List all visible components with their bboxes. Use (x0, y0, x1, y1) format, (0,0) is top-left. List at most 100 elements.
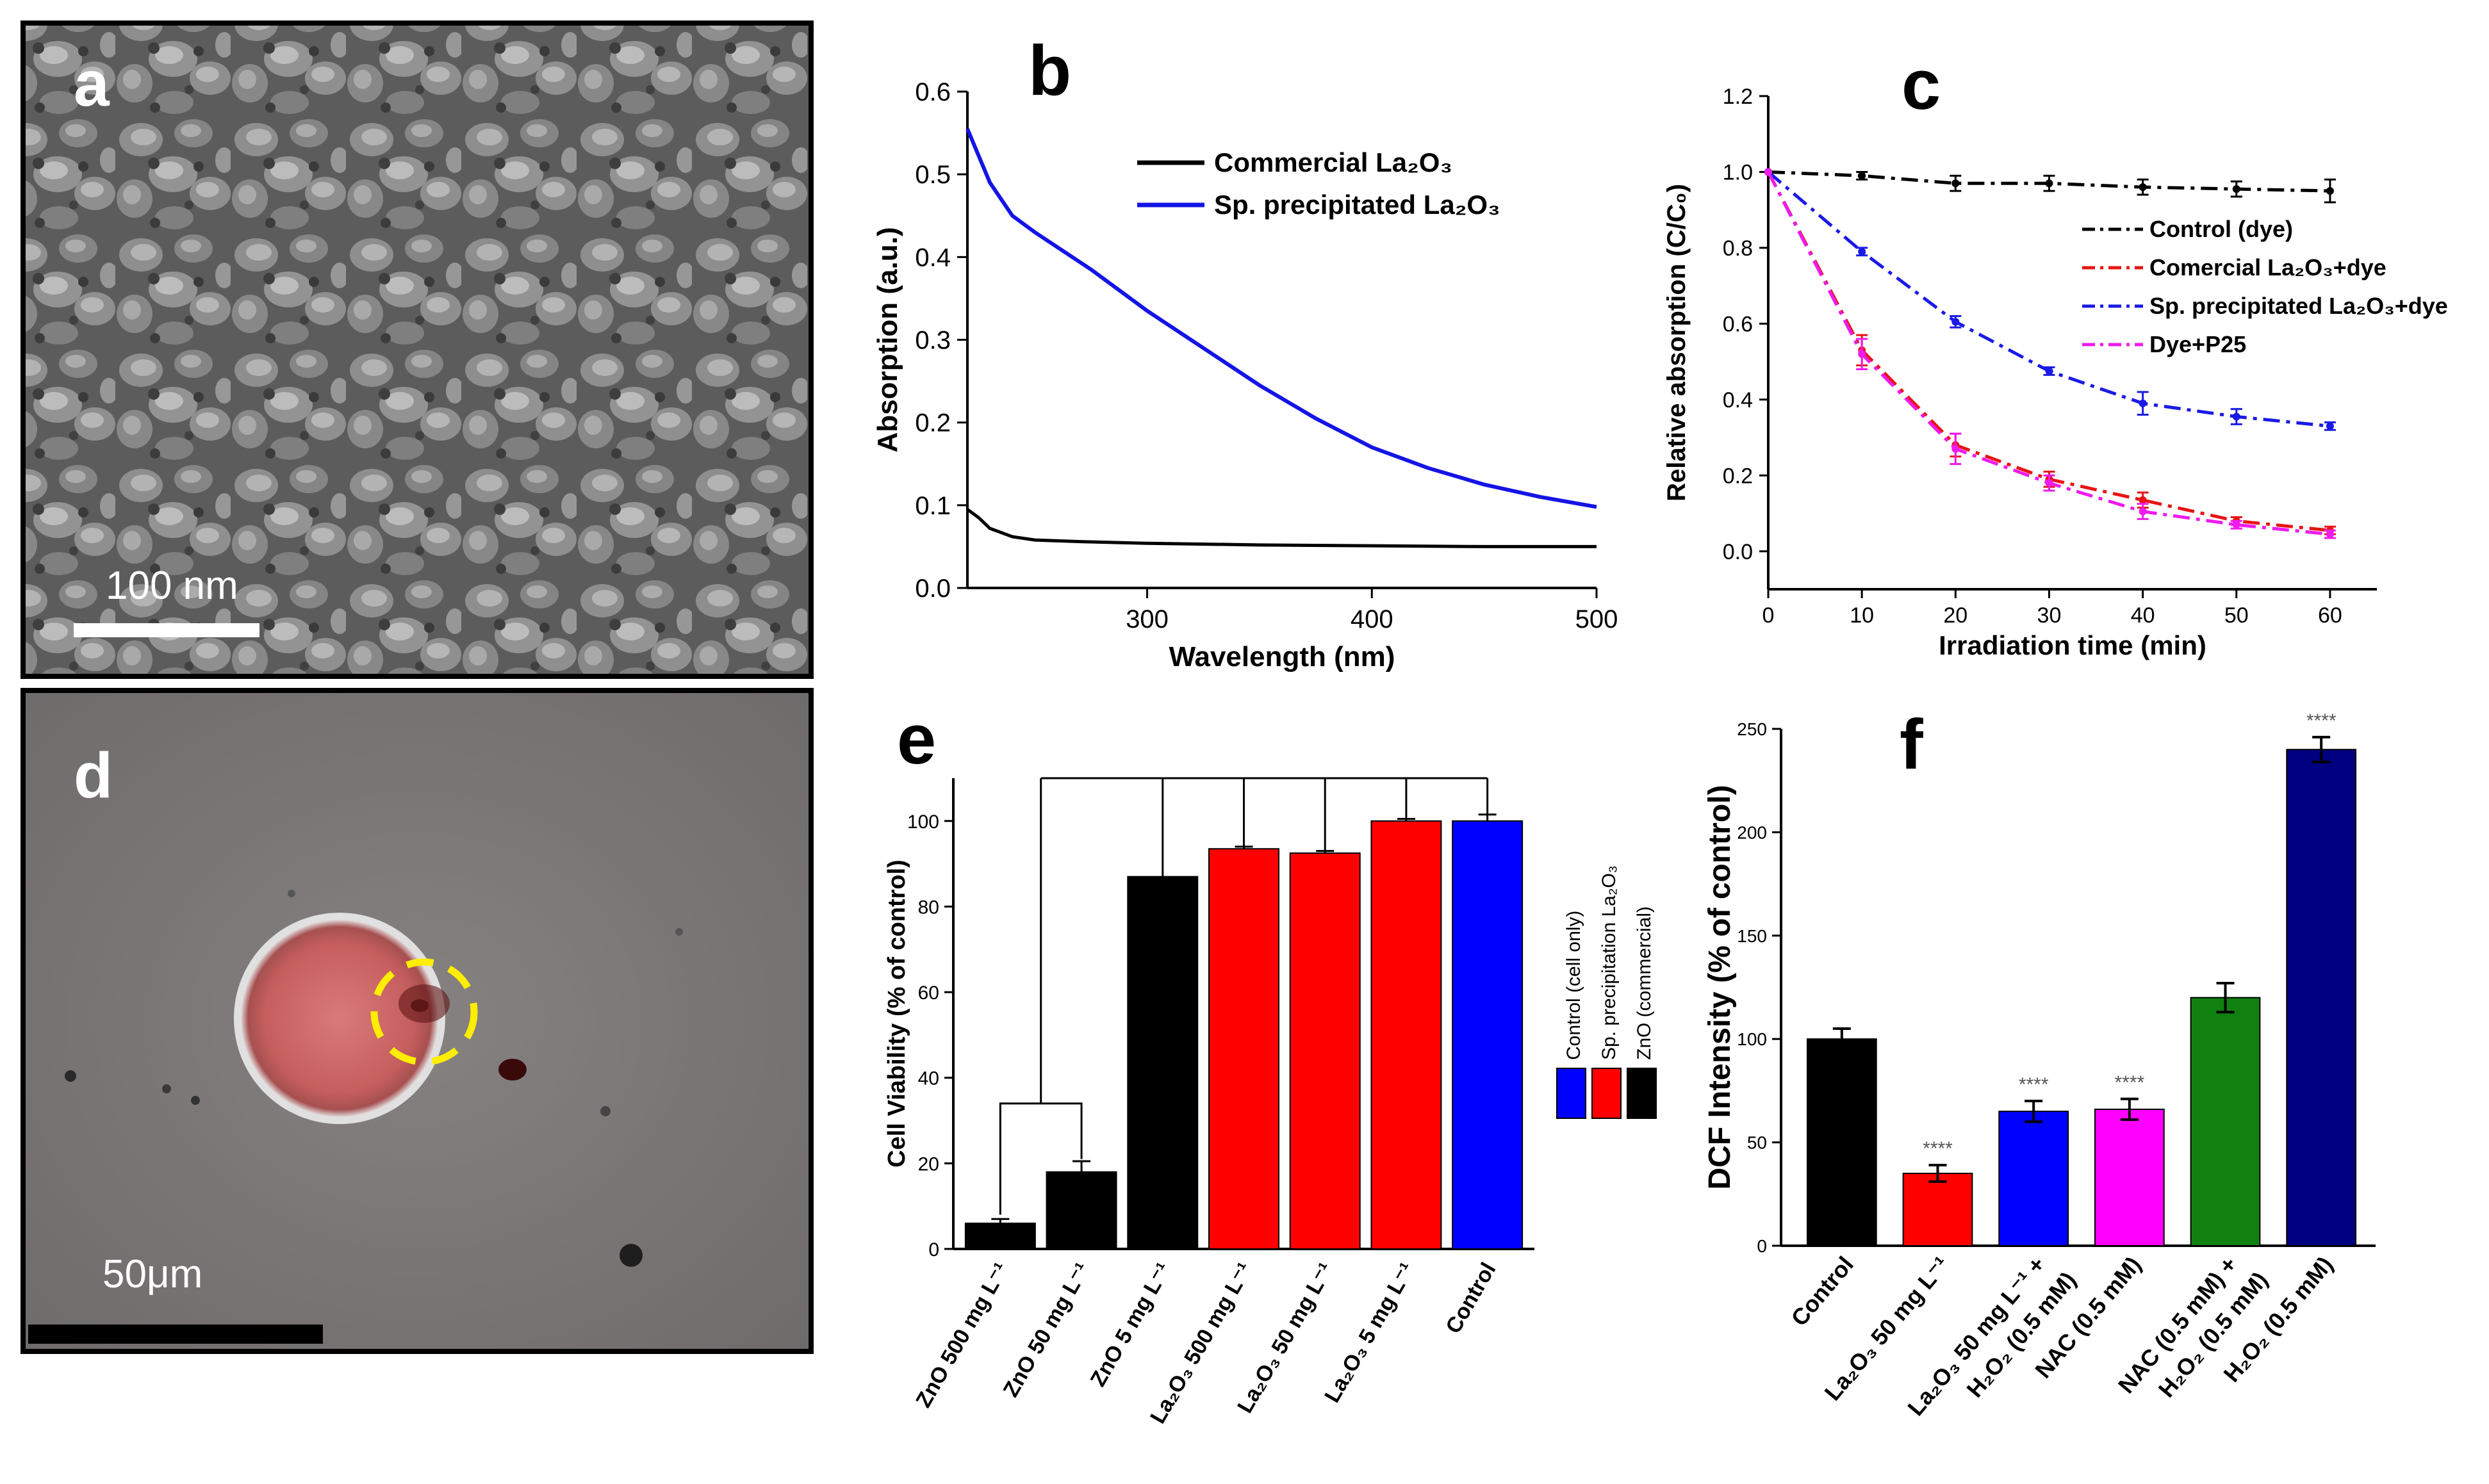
debris (65, 1070, 76, 1082)
panel-b-label: b (1028, 31, 1071, 110)
significance-marker: **** (2114, 1072, 2144, 1093)
y-tick-label: 0.5 (915, 161, 951, 189)
bar (1127, 876, 1199, 1250)
y-tick-label: 100 (1737, 1029, 1767, 1049)
significance-marker: **** (1923, 1138, 1953, 1159)
legend-entry: Control (dye) (2149, 216, 2293, 242)
data-point (2139, 399, 2147, 407)
data-point (2045, 367, 2053, 375)
legend-entry: ZnO (commercial) (1634, 906, 1655, 1060)
y-axis-label: Relative absorption (C/C₀) (1663, 184, 1691, 501)
legend-entry: Sp. precipitation La₂O₃ (1598, 865, 1620, 1060)
x-tick-label: 10 (1850, 603, 1874, 628)
legend-entry: Control (cell only) (1563, 911, 1584, 1060)
debris (288, 890, 295, 897)
x-tick-label: 50 (2224, 603, 2249, 628)
cell-spot (398, 984, 450, 1023)
y-tick-label: 0.8 (1723, 236, 1753, 261)
panel-e-label: e (897, 700, 936, 779)
y-tick-label: 150 (1737, 926, 1767, 946)
y-axis-label: DCF Intensity (% of control) (1703, 785, 1737, 1190)
x-category-label: La₂O₃ 5 mg L⁻¹ (1320, 1259, 1420, 1407)
bar (1452, 820, 1524, 1250)
debris (162, 1084, 171, 1093)
data-point (1951, 318, 1960, 326)
scale-bar-label-d: 50μm (103, 1252, 202, 1296)
panel-d: d 50μm (21, 688, 814, 1354)
cell-spot (498, 1059, 527, 1080)
panel-f-label: f (1900, 705, 1923, 784)
x-category-label: Control (1441, 1259, 1500, 1338)
x-tick-label: 500 (1575, 605, 1618, 633)
data-point (2045, 479, 2053, 487)
y-tick-label: 0.2 (915, 409, 951, 437)
data-point (2326, 530, 2334, 539)
panel-c-label: c (1902, 45, 1941, 124)
chart-f: 0 50 100 150 200 250 DCF Intensity (% of contr… (1703, 710, 2376, 1421)
y-tick-label: 250 (1737, 719, 1767, 739)
x-tick-label: 30 (2037, 603, 2062, 628)
data-point (2232, 412, 2240, 421)
bar (1289, 852, 1361, 1250)
data-point (2326, 422, 2334, 430)
y-tick-label: 60 (918, 983, 939, 1004)
x-axis-label: Irradiation time (min) (1939, 630, 2206, 660)
chart-b: 0.0 0.1 0.2 0.3 0.4 0.5 0.6 300 400 500 Wavelength… (872, 78, 1618, 673)
data-point (1764, 168, 1772, 176)
legend-entry: Commercial La₂O₃ (1214, 147, 1452, 177)
x-tick-label: 0 (1762, 603, 1775, 628)
y-tick-label: 0.6 (915, 78, 951, 106)
bar (2094, 1108, 2165, 1247)
x-category-label: ZnO 5 mg L⁻¹ (1086, 1259, 1176, 1390)
y-tick-label: 50 (1747, 1133, 1767, 1153)
y-tick-label: 0.2 (1723, 464, 1753, 488)
significance-marker: **** (2019, 1074, 2049, 1095)
x-axis-label: Wavelength (nm) (1169, 641, 1395, 673)
data-point (2232, 185, 2240, 193)
y-tick-label: 0.1 (915, 492, 951, 520)
legend-entry: Comercial La₂O₃+dye (2149, 254, 2386, 281)
y-tick-label: 0.0 (1723, 540, 1753, 564)
panel-a: a 100 nm (21, 20, 814, 679)
x-tick-label: 400 (1351, 605, 1393, 633)
data-point (2045, 179, 2053, 188)
legend-swatch (1591, 1068, 1622, 1119)
legend-entry: Sp. precipitated La₂O₃+dye (2149, 293, 2448, 319)
scale-bar-label-a: 100 nm (106, 564, 238, 608)
chart-c: 0.0 0.2 0.4 0.6 0.8 1.0 1.2 0 10 20 30 40 50 60 Irradi… (1663, 85, 2448, 660)
y-tick-label: 100 (907, 811, 939, 833)
bar (2190, 997, 2261, 1246)
chart-e: 0 20 40 60 80 100 Cell Viability (% of control… (883, 777, 1657, 1428)
bar (1208, 848, 1279, 1250)
data-point (1951, 179, 1960, 188)
legend-entry: Sp. precipitated La₂O₃ (1214, 190, 1500, 220)
scale-bar-a (74, 623, 259, 637)
debris (600, 1106, 611, 1116)
bar (1046, 1171, 1117, 1250)
data-point (2139, 507, 2147, 516)
scale-bar-d (28, 1325, 323, 1344)
y-tick-label: 1.2 (1723, 85, 1753, 109)
data-point (1858, 172, 1866, 180)
data-point (2139, 183, 2147, 192)
sem-image (21, 20, 814, 679)
y-tick-label: 0.4 (1723, 388, 1753, 412)
y-tick-label: 0.3 (915, 327, 951, 355)
x-tick-label: 300 (1126, 605, 1169, 633)
x-category-label: ZnO 50 mg L⁻¹ (998, 1259, 1095, 1401)
x-tick-label: 20 (1943, 603, 1967, 628)
y-axis-label: Absorption (a.u.) (872, 227, 903, 453)
data-point (2139, 496, 2147, 504)
panel-d-label: d (74, 740, 113, 811)
data-point (1858, 350, 1866, 358)
x-tick-label: 60 (2318, 603, 2342, 628)
x-tick-label: 40 (2131, 603, 2155, 628)
debris (675, 928, 683, 936)
y-tick-label: 0 (1757, 1236, 1767, 1256)
legend-entry: Dye+P25 (2149, 331, 2246, 357)
debris (620, 1244, 643, 1267)
y-tick-label: 1.0 (1723, 160, 1753, 184)
significance-marker: **** (2306, 710, 2337, 731)
data-point (1858, 247, 1866, 256)
